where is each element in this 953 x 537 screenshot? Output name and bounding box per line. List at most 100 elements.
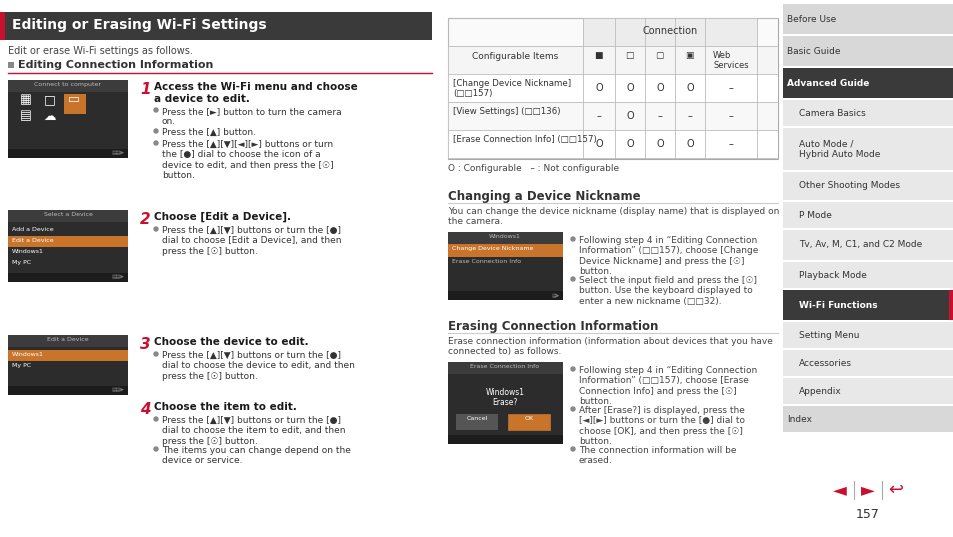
Bar (782, 202, 953, 228)
Text: ▤▤▶: ▤▤▶ (112, 388, 125, 393)
Bar (782, 406, 953, 432)
Text: Edit or erase Wi-Fi settings as follows.: Edit or erase Wi-Fi settings as follows. (8, 46, 193, 56)
Text: Access the Wi-Fi menu and choose
a device to edit.: Access the Wi-Fi menu and choose a devic… (153, 82, 357, 104)
Bar (8, 80, 128, 158)
Text: The items you can change depend on the
device or service.: The items you can change depend on the d… (162, 446, 351, 466)
Text: OK: OK (524, 416, 533, 421)
Bar (782, 68, 953, 98)
Bar (0, 12, 432, 40)
Bar (8, 350, 128, 361)
Bar (0, 12, 5, 40)
Text: Setting Menu: Setting Menu (799, 330, 859, 339)
Text: You can change the device nickname (display name) that is displayed on
the camer: You can change the device nickname (disp… (448, 207, 779, 227)
Text: Press the [▲][▼] buttons or turn the [●]
dial to choose the item to edit, and th: Press the [▲][▼] buttons or turn the [●]… (162, 416, 345, 446)
Text: Connect to computer: Connect to computer (34, 82, 101, 87)
Text: ▤▤▶: ▤▤▶ (112, 150, 125, 156)
Text: ■︎: ■︎ (594, 51, 602, 60)
Text: Web
Services: Web Services (713, 51, 748, 70)
Text: Edit a Device: Edit a Device (12, 238, 53, 243)
Circle shape (153, 129, 158, 133)
Text: Advanced Guide: Advanced Guide (786, 78, 868, 88)
Text: O : Configurable   – : Not configurable: O : Configurable – : Not configurable (448, 164, 618, 173)
Bar (782, 128, 953, 170)
Text: 3: 3 (140, 337, 151, 352)
Circle shape (571, 277, 575, 281)
Text: Following step 4 in “Editing Connection
Information” (□□157), choose [Change
Dev: Following step 4 in “Editing Connection … (578, 236, 758, 276)
Bar (448, 291, 562, 300)
Text: Choose the item to edit.: Choose the item to edit. (153, 402, 296, 412)
Bar (448, 130, 778, 158)
Text: 1: 1 (140, 82, 151, 97)
Bar (64, 94, 86, 114)
Bar (8, 335, 128, 347)
Text: Windows1: Windows1 (485, 388, 524, 397)
Circle shape (153, 352, 158, 356)
Bar (448, 102, 778, 130)
Text: Windows1: Windows1 (12, 249, 44, 254)
Text: ▤: ▤ (20, 110, 31, 122)
Bar (782, 230, 953, 260)
Bar (782, 172, 953, 200)
Text: O: O (625, 83, 633, 93)
Bar (948, 290, 953, 320)
Text: Cancel: Cancel (466, 416, 487, 421)
Bar (8, 273, 128, 282)
Text: Changing a Device Nickname: Changing a Device Nickname (448, 190, 640, 203)
Bar (456, 414, 497, 430)
Bar (448, 362, 562, 444)
Text: O: O (625, 139, 633, 149)
Text: Following step 4 in “Editing Connection
Information” (□□157), choose [Erase
Conn: Following step 4 in “Editing Connection … (578, 366, 757, 406)
Bar (582, 18, 757, 46)
Text: [Erase Connection Info] (□□157): [Erase Connection Info] (□□157) (453, 135, 597, 144)
Text: –: – (657, 111, 661, 121)
Text: Tv, Av, M, C1, and C2 Mode: Tv, Av, M, C1, and C2 Mode (799, 241, 922, 250)
Text: Press the [►] button to turn the camera
on.: Press the [►] button to turn the camera … (162, 107, 341, 126)
Text: Auto Mode /
Hybrid Auto Mode: Auto Mode / Hybrid Auto Mode (799, 139, 880, 159)
Text: Playback Mode: Playback Mode (799, 271, 866, 279)
Text: Accessories: Accessories (799, 359, 851, 367)
Text: Press the [▲][▼] buttons or turn the [●]
dial to choose [Edit a Device], and the: Press the [▲][▼] buttons or turn the [●]… (162, 226, 341, 256)
Bar (8, 62, 14, 68)
Circle shape (153, 108, 158, 112)
Text: ▣︎: ▣︎ (685, 51, 694, 60)
Bar (782, 378, 953, 404)
Text: O: O (595, 139, 602, 149)
Text: Windows1: Windows1 (489, 234, 520, 239)
Text: Wi-Fi Functions: Wi-Fi Functions (799, 301, 877, 309)
Text: Erase?: Erase? (492, 398, 517, 407)
Text: Configurable Items: Configurable Items (472, 52, 558, 61)
Text: Choose [Edit a Device].: Choose [Edit a Device]. (153, 212, 291, 222)
Text: –: – (596, 111, 600, 121)
Bar (448, 18, 778, 159)
Text: □︎: □︎ (625, 51, 634, 60)
Text: Edit a Device: Edit a Device (47, 337, 89, 342)
Text: ◄: ◄ (832, 481, 846, 499)
Text: Add a Device: Add a Device (12, 227, 53, 232)
Circle shape (153, 227, 158, 231)
Text: O: O (685, 83, 693, 93)
Text: Camera Basics: Camera Basics (799, 108, 864, 118)
Text: Editing or Erasing Wi-Fi Settings: Editing or Erasing Wi-Fi Settings (12, 18, 266, 32)
Bar (8, 210, 128, 282)
Circle shape (571, 367, 575, 371)
Text: My PC: My PC (12, 260, 31, 265)
Text: O: O (656, 139, 663, 149)
Text: 157: 157 (855, 509, 879, 521)
Circle shape (571, 407, 575, 411)
Bar (448, 244, 562, 257)
Text: The connection information will be
erased.: The connection information will be erase… (578, 446, 736, 466)
Text: Editing Connection Information: Editing Connection Information (18, 60, 213, 70)
Bar (782, 4, 953, 34)
Bar (782, 36, 953, 66)
Text: O: O (625, 111, 633, 121)
Text: □: □ (44, 93, 56, 106)
Bar (448, 435, 562, 444)
Text: Press the [▲] button.: Press the [▲] button. (162, 128, 255, 137)
Bar (782, 262, 953, 288)
Text: O: O (595, 83, 602, 93)
Text: Press the [▲][▼] buttons or turn the [●]
dial to choose the device to edit, and : Press the [▲][▼] buttons or turn the [●]… (162, 351, 355, 381)
Bar (448, 362, 562, 374)
Text: My PC: My PC (12, 363, 31, 368)
Text: ▦: ▦ (20, 93, 31, 106)
Bar (448, 46, 778, 74)
